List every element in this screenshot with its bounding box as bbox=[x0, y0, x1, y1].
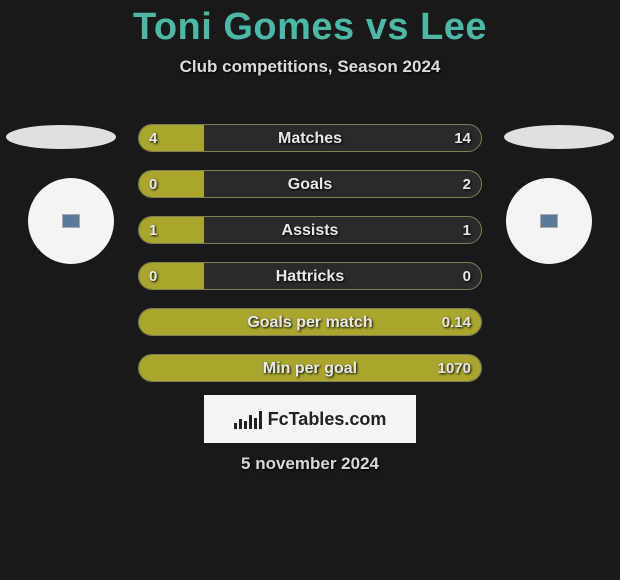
stat-right-value: 0.14 bbox=[442, 309, 471, 336]
subtitle: Club competitions, Season 2024 bbox=[0, 57, 620, 77]
stat-right-value: 2 bbox=[463, 171, 471, 198]
date-label: 5 november 2024 bbox=[0, 454, 620, 474]
stat-label: Goals per match bbox=[139, 309, 481, 336]
stat-right-value: 0 bbox=[463, 263, 471, 290]
stat-row: Hattricks0 0 bbox=[138, 262, 482, 290]
stat-right-value: 14 bbox=[454, 125, 471, 152]
right-country-flag-icon bbox=[504, 125, 614, 149]
stat-row: Min per goal1070 bbox=[138, 354, 482, 382]
fctables-logo: FcTables.com bbox=[204, 395, 416, 443]
stats-bars: Matches414Goals02Assists11Hattricks00Goa… bbox=[138, 124, 482, 400]
stat-right-value: 1070 bbox=[438, 355, 471, 382]
left-country-flag-icon bbox=[6, 125, 116, 149]
stat-label: Hattricks bbox=[139, 263, 481, 290]
stat-label: Min per goal bbox=[139, 355, 481, 382]
stat-row: Assists1 1 bbox=[138, 216, 482, 244]
placeholder-badge-icon bbox=[540, 214, 558, 228]
stat-left-value: 1 bbox=[149, 217, 157, 244]
left-club-badge-icon bbox=[28, 178, 114, 264]
stat-label: Matches bbox=[139, 125, 481, 152]
logo-bars-icon bbox=[234, 409, 262, 429]
logo-text: FcTables.com bbox=[268, 409, 387, 430]
stat-left-value: 0 bbox=[149, 263, 157, 290]
stat-right-value: 1 bbox=[463, 217, 471, 244]
placeholder-badge-icon bbox=[62, 214, 80, 228]
stat-left-value: 0 bbox=[149, 171, 157, 198]
right-club-badge-icon bbox=[506, 178, 592, 264]
stat-row: Goals per match0.14 bbox=[138, 308, 482, 336]
stat-row: Matches4 14 bbox=[138, 124, 482, 152]
page-title: Toni Gomes vs Lee bbox=[0, 0, 620, 49]
stat-left-value: 4 bbox=[149, 125, 157, 152]
stat-label: Assists bbox=[139, 217, 481, 244]
stat-row: Goals0 2 bbox=[138, 170, 482, 198]
stat-label: Goals bbox=[139, 171, 481, 198]
